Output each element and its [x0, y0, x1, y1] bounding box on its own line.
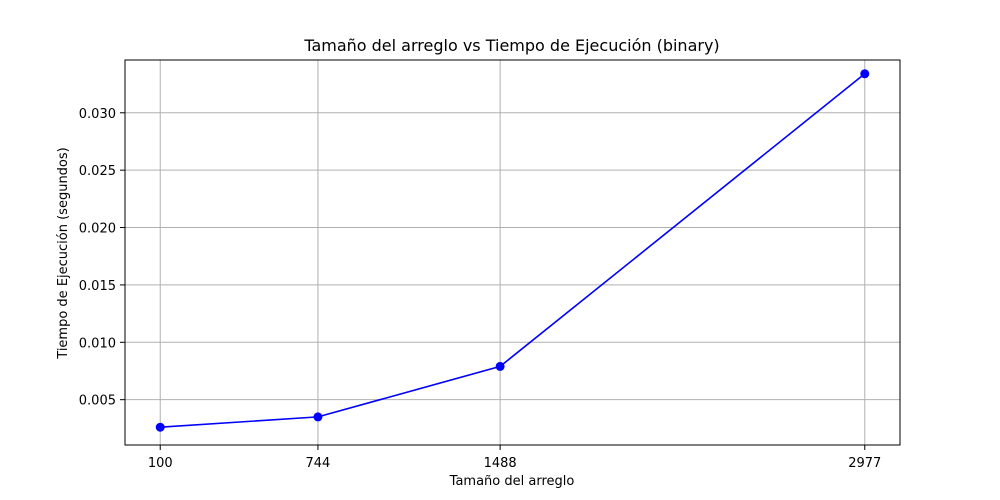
x-axis: 100 744 1488 2977 — [148, 445, 881, 471]
series-line — [160, 73, 866, 429]
x-axis-label: Tamaño del arreglo — [449, 474, 575, 489]
plot-area — [124, 59, 901, 446]
series-layer — [155, 69, 870, 432]
y-axis: 0.005 0.010 0.015 0.020 0.025 0.030 — [79, 107, 125, 409]
y-tick-label: 0.015 — [79, 279, 116, 294]
y-tick-label: 0.025 — [79, 164, 116, 179]
y-tick-label: 0.030 — [79, 107, 116, 122]
y-tick-label: 0.010 — [79, 336, 116, 351]
x-tick-label: 1488 — [484, 456, 517, 471]
y-tick-label: 0.020 — [79, 222, 116, 237]
x-tick-label: 2977 — [848, 456, 881, 471]
grid — [125, 60, 900, 445]
data-point — [860, 69, 870, 79]
x-tick-label: 744 — [306, 456, 331, 471]
data-point — [313, 412, 323, 422]
data-point — [155, 422, 165, 432]
x-tick-label: 100 — [148, 456, 173, 471]
data-point — [495, 361, 505, 371]
y-axis-label: Tiempo de Ejecución (segundos) — [56, 147, 71, 359]
chart-title: Tamaño del arreglo vs Tiempo de Ejecució… — [303, 36, 719, 55]
y-tick-label: 0.005 — [79, 394, 116, 409]
